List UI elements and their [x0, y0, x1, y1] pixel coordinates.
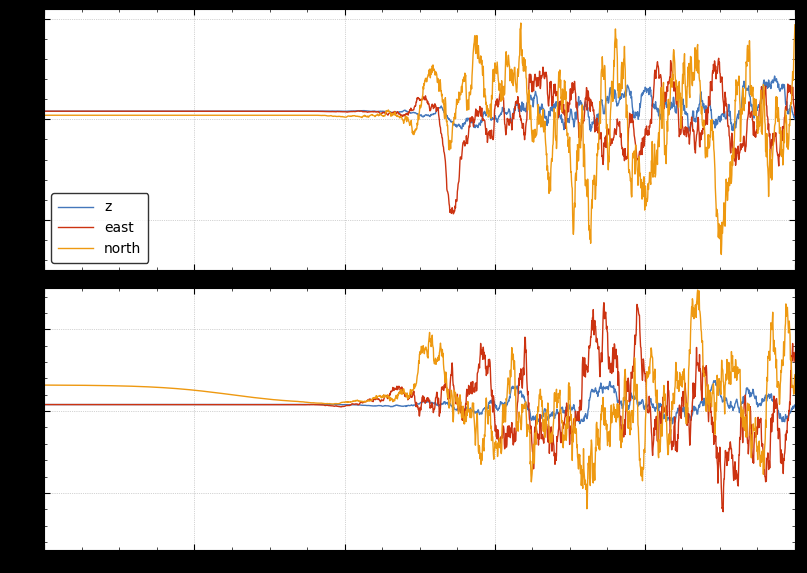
Line: north: north	[44, 23, 795, 254]
north	[768, 141, 778, 148]
east	[449, 210, 458, 217]
east	[40, 108, 49, 115]
east	[77, 108, 87, 115]
north	[769, 136, 779, 143]
z	[40, 108, 49, 115]
east	[769, 137, 779, 144]
Legend: z, east, north: z, east, north	[52, 194, 148, 263]
z	[684, 128, 693, 135]
east	[714, 55, 724, 62]
east	[404, 109, 414, 116]
z	[790, 116, 800, 123]
north	[516, 19, 525, 26]
north	[40, 112, 49, 119]
east	[631, 143, 641, 150]
z	[770, 73, 780, 80]
z	[77, 108, 87, 115]
z	[768, 80, 778, 87]
north	[77, 112, 87, 119]
east	[790, 112, 800, 119]
east	[385, 109, 395, 116]
north	[790, 21, 800, 28]
north	[717, 251, 726, 258]
north	[404, 120, 414, 127]
z	[385, 108, 395, 115]
z	[630, 109, 640, 116]
north	[385, 108, 395, 115]
east	[768, 139, 778, 146]
Line: z: z	[44, 76, 795, 131]
north	[631, 142, 641, 148]
z	[768, 79, 778, 86]
z	[404, 108, 414, 115]
Line: east: east	[44, 58, 795, 214]
